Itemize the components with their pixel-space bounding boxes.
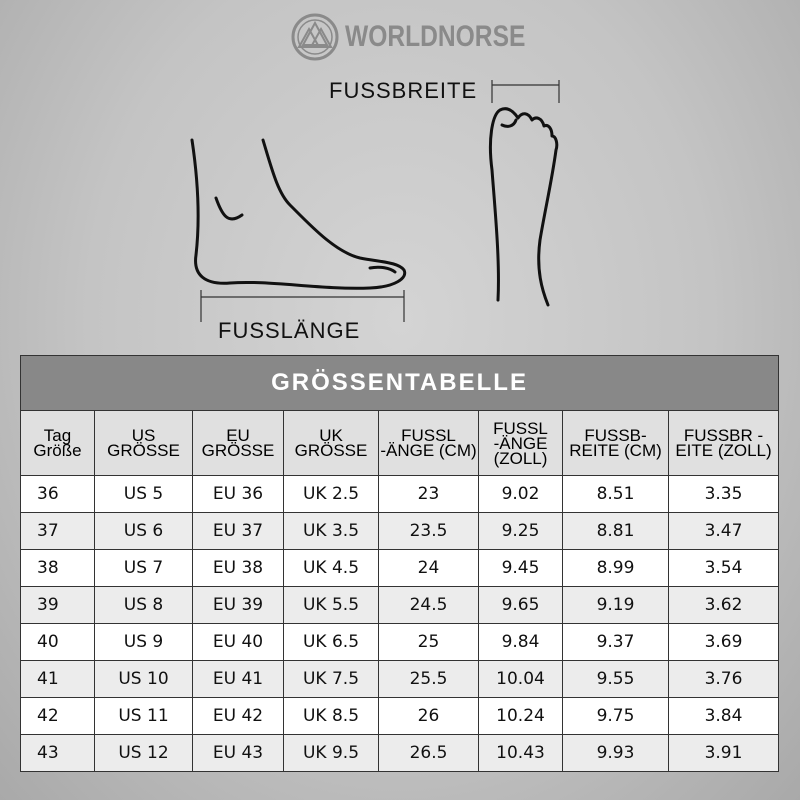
cell-width-inch: 3.69 — [667, 623, 780, 661]
table-row: 43 US 12 EU 43 UK 9.5 26.5 10.43 9.93 3.91 — [20, 734, 780, 772]
cell-tag-size: 43 — [20, 734, 95, 772]
size-chart-table: GRÖSSENTABELLE Tag Größe US GRÖSSE EU GR… — [19, 355, 780, 772]
cell-tag-size: 41 — [20, 660, 95, 698]
cell-width-cm: 8.99 — [562, 549, 669, 587]
cell-us-size: US 9 — [94, 623, 193, 661]
cell-eu-size: EU 42 — [192, 697, 284, 735]
cell-uk-size: UK 3.5 — [283, 512, 379, 550]
cell-width-inch: 3.47 — [667, 512, 780, 550]
table-row: 37 US 6 EU 37 UK 3.5 23.5 9.25 8.81 3.47 — [20, 512, 780, 550]
cell-eu-size: EU 40 — [192, 623, 284, 661]
cell-uk-size: UK 2.5 — [283, 475, 379, 513]
cell-uk-size: UK 6.5 — [283, 623, 379, 661]
cell-length-inch: 9.45 — [478, 549, 563, 587]
cell-length-cm: 26.5 — [378, 734, 479, 772]
cell-width-cm: 9.55 — [562, 660, 669, 698]
cell-width-cm: 9.19 — [562, 586, 669, 624]
cell-eu-size: EU 37 — [192, 512, 284, 550]
cell-width-inch: 3.84 — [667, 697, 780, 735]
table-header-row: Tag Größe US GRÖSSE EU GRÖSSE UK GRÖSSE … — [20, 410, 780, 476]
cell-tag-size: 37 — [20, 512, 95, 550]
cell-length-cm: 26 — [378, 697, 479, 735]
cell-width-inch: 3.35 — [667, 475, 780, 513]
cell-tag-size: 40 — [20, 623, 95, 661]
cell-us-size: US 11 — [94, 697, 193, 735]
header-width-cm: FUSSB- REITE (CM) — [562, 410, 669, 476]
foot-length-label: FUSSLÄNGE — [218, 318, 361, 343]
cell-us-size: US 5 — [94, 475, 193, 513]
cell-us-size: US 6 — [94, 512, 193, 550]
cell-width-cm: 8.81 — [562, 512, 669, 550]
header-us-size: US GRÖSSE — [94, 410, 193, 476]
table-title: GRÖSSENTABELLE — [19, 355, 780, 411]
cell-width-cm: 9.37 — [562, 623, 669, 661]
cell-tag-size: 36 — [20, 475, 95, 513]
cell-length-cm: 24 — [378, 549, 479, 587]
header-width-inch: FUSSBR -EITE (ZOLL) — [667, 410, 780, 476]
header-length-cm: FUSSL -ÄNGE (CM) — [378, 410, 479, 476]
cell-uk-size: UK 5.5 — [283, 586, 379, 624]
cell-length-cm: 23.5 — [378, 512, 479, 550]
foot-illustration — [190, 80, 560, 322]
cell-eu-size: EU 41 — [192, 660, 284, 698]
foot-width-label: FUSSBREITE — [329, 78, 478, 103]
cell-width-inch: 3.91 — [667, 734, 780, 772]
cell-tag-size: 39 — [20, 586, 95, 624]
cell-uk-size: UK 7.5 — [283, 660, 379, 698]
cell-length-inch: 10.43 — [478, 734, 563, 772]
cell-eu-size: EU 39 — [192, 586, 284, 624]
side-foot-drawing — [190, 138, 407, 290]
cell-width-inch: 3.54 — [667, 549, 780, 587]
cell-width-cm: 9.75 — [562, 697, 669, 735]
cell-tag-size: 38 — [20, 549, 95, 587]
cell-us-size: US 12 — [94, 734, 193, 772]
table-row: 38 US 7 EU 38 UK 4.5 24 9.45 8.99 3.54 — [20, 549, 780, 587]
cell-uk-size: UK 4.5 — [283, 549, 379, 587]
cell-length-inch: 9.02 — [478, 475, 563, 513]
table-row: 42 US 11 EU 42 UK 8.5 26 10.24 9.75 3.84 — [20, 697, 780, 735]
header-length-inch: FUSSL -ÄNGE (ZOLL) — [478, 410, 563, 476]
brand-name: WORLDNORSE — [345, 20, 526, 53]
cell-length-cm: 24.5 — [378, 586, 479, 624]
cell-eu-size: EU 43 — [192, 734, 284, 772]
table-row: 39 US 8 EU 39 UK 5.5 24.5 9.65 9.19 3.62 — [20, 586, 780, 624]
top-foot-drawing — [488, 107, 559, 307]
cell-length-inch: 10.04 — [478, 660, 563, 698]
cell-length-cm: 23 — [378, 475, 479, 513]
cell-uk-size: UK 8.5 — [283, 697, 379, 735]
cell-eu-size: EU 38 — [192, 549, 284, 587]
table-row: 40 US 9 EU 40 UK 6.5 25 9.84 9.37 3.69 — [20, 623, 780, 661]
header-eu-size: EU GRÖSSE — [192, 410, 284, 476]
valknut-icon — [291, 13, 339, 61]
cell-width-inch: 3.62 — [667, 586, 780, 624]
cell-width-cm: 8.51 — [562, 475, 669, 513]
cell-us-size: US 7 — [94, 549, 193, 587]
cell-length-cm: 25 — [378, 623, 479, 661]
cell-length-inch: 10.24 — [478, 697, 563, 735]
cell-length-inch: 9.25 — [478, 512, 563, 550]
cell-length-cm: 25.5 — [378, 660, 479, 698]
cell-length-inch: 9.65 — [478, 586, 563, 624]
header-uk-size: UK GRÖSSE — [283, 410, 379, 476]
cell-width-inch: 3.76 — [667, 660, 780, 698]
cell-width-cm: 9.93 — [562, 734, 669, 772]
cell-length-inch: 9.84 — [478, 623, 563, 661]
cell-tag-size: 42 — [20, 697, 95, 735]
table-row: 36 US 5 EU 36 UK 2.5 23 9.02 8.51 3.35 — [20, 475, 780, 513]
brand-logo: WORLDNORSE — [291, 13, 565, 61]
table-row: 41 US 10 EU 41 UK 7.5 25.5 10.04 9.55 3.76 — [20, 660, 780, 698]
cell-us-size: US 8 — [94, 586, 193, 624]
header-tag-size: Tag Größe — [20, 410, 95, 476]
cell-eu-size: EU 36 — [192, 475, 284, 513]
cell-us-size: US 10 — [94, 660, 193, 698]
cell-uk-size: UK 9.5 — [283, 734, 379, 772]
